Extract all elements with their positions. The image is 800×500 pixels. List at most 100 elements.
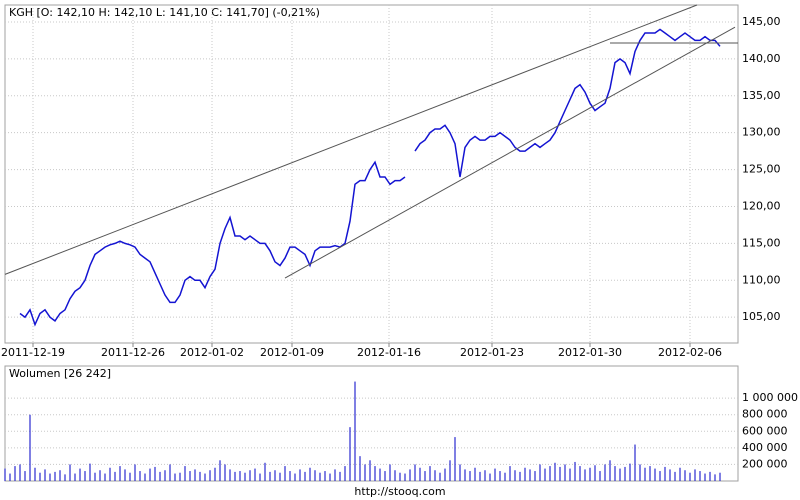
footer: http://stooq.com — [354, 485, 445, 498]
volume-bar — [694, 469, 696, 481]
y-tick-label: 115,00 — [742, 236, 781, 249]
volume-bar — [94, 472, 96, 481]
volume-bar — [654, 468, 656, 481]
volume-bar — [434, 470, 436, 481]
volume-bar — [169, 464, 171, 481]
y-tick-label: 200 000 — [742, 457, 788, 470]
volume-bar — [679, 467, 681, 481]
x-tick-label: 2011-12-19 — [1, 346, 65, 359]
volume-bar — [359, 456, 361, 481]
volume-bar — [114, 471, 116, 481]
chart-title: KGH [O: 142,10 H: 142,10 L: 141,10 C: 14… — [9, 6, 320, 19]
volume-bar — [564, 464, 566, 481]
volume-bar — [439, 472, 441, 481]
volume-bar — [259, 473, 261, 481]
volume-bar — [684, 470, 686, 481]
volume-bar — [334, 469, 336, 481]
volume-bar — [424, 471, 426, 481]
volume-bar — [514, 470, 516, 481]
y-tick-label: 1 000 000 — [742, 391, 798, 404]
volume-bar — [239, 471, 241, 481]
volume-bar — [329, 473, 331, 481]
volume-bar — [349, 427, 351, 481]
volume-bar — [109, 467, 111, 481]
x-tick-label: 2012-01-09 — [260, 346, 324, 359]
y-tick-label: 110,00 — [742, 273, 781, 286]
volume-bar — [299, 469, 301, 481]
volume-bar — [34, 467, 36, 481]
volume-bar — [174, 473, 176, 481]
volume-bar — [394, 470, 396, 481]
volume-bar — [79, 468, 81, 481]
x-tick-label: 2012-01-16 — [357, 346, 421, 359]
volume-bar — [634, 444, 636, 481]
x-tick-label: 2011-12-26 — [101, 346, 165, 359]
trend-line — [284, 26, 736, 279]
volume-bar — [99, 470, 101, 481]
y-tick-label: 145,00 — [742, 15, 781, 28]
volume-bar — [489, 473, 491, 481]
price-panel — [4, 4, 739, 344]
x-tick-label: 2012-01-30 — [558, 346, 622, 359]
volume-bar — [194, 469, 196, 481]
y-tick-label: 400 000 — [742, 441, 788, 454]
y-tick-label: 105,00 — [742, 310, 781, 323]
y-tick-label: 135,00 — [742, 89, 781, 102]
volume-bar — [209, 470, 211, 481]
volume-bar — [274, 470, 276, 481]
volume-bar — [414, 464, 416, 481]
volume-bar — [664, 466, 666, 481]
volume-bar — [674, 471, 676, 481]
volume-bar — [319, 472, 321, 481]
volume-bar — [404, 473, 406, 481]
volume-bar — [399, 472, 401, 481]
volume-bar — [74, 473, 76, 481]
volume-bar — [89, 463, 91, 481]
volume-bar — [554, 462, 556, 481]
volume-bar — [164, 470, 166, 481]
volume-bar — [9, 473, 11, 481]
volume-bar — [144, 473, 146, 481]
x-tick-label: 2012-01-23 — [460, 346, 524, 359]
volume-bar — [494, 468, 496, 481]
volume-bar — [284, 466, 286, 481]
volume-bar — [224, 464, 226, 481]
volume-bar — [649, 466, 651, 481]
volume-bar — [244, 472, 246, 481]
volume-bar — [289, 471, 291, 481]
volume-bar — [569, 468, 571, 481]
volume-bar — [4, 468, 6, 481]
volume-bar — [539, 464, 541, 481]
y-tick-label: 125,00 — [742, 163, 781, 176]
volume-bar — [559, 466, 561, 481]
volume-bar — [294, 473, 296, 481]
volume-bar — [579, 466, 581, 481]
volume-bar — [604, 464, 606, 481]
volume-bar — [69, 464, 71, 481]
volume-bar — [139, 471, 141, 481]
volume-bar — [709, 471, 711, 481]
volume-bar — [619, 468, 621, 481]
volume-bar — [339, 471, 341, 481]
volume-bar — [304, 471, 306, 481]
volume-bar — [544, 468, 546, 481]
volume-bar — [519, 471, 521, 481]
volume-bar — [154, 466, 156, 481]
x-tick-label: 2012-02-06 — [658, 346, 722, 359]
volume-bar — [14, 466, 16, 481]
volume-bar — [594, 465, 596, 481]
volume-bar — [199, 471, 201, 481]
volume-bar — [534, 471, 536, 481]
volume-bar — [264, 462, 266, 481]
volume-bar — [124, 469, 126, 481]
volume-bar — [269, 471, 271, 481]
volume-bar — [184, 466, 186, 481]
volume-bar — [119, 466, 121, 481]
volume-bar — [179, 472, 181, 481]
volume-bar — [104, 473, 106, 481]
volume-bar — [499, 471, 501, 481]
volume-bar — [574, 461, 576, 481]
volume-bar — [214, 467, 216, 481]
volume-bar — [659, 471, 661, 481]
